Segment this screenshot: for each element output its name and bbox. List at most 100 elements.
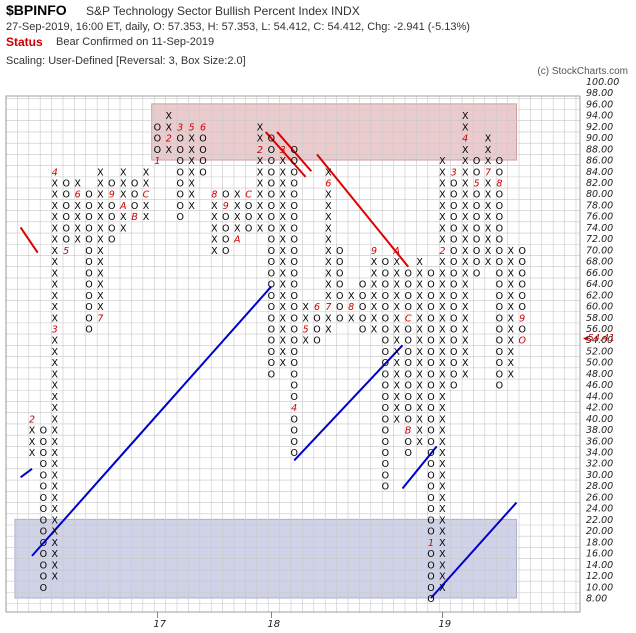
x-mark: X — [280, 156, 287, 167]
o-mark: O — [176, 212, 183, 223]
o-mark: O — [473, 212, 480, 223]
y-tick-label: 64.00 — [586, 279, 613, 290]
last-value-label: ◂54.41 — [583, 333, 615, 344]
x-mark: X — [97, 167, 104, 178]
y-tick-label: 52.00 — [586, 346, 613, 357]
o-mark: O — [290, 347, 297, 358]
o-mark: O — [382, 313, 389, 324]
y-tick-label: 40.00 — [586, 414, 613, 425]
o-mark: O — [40, 538, 47, 549]
o-mark: O — [268, 212, 275, 223]
o-mark: O — [268, 358, 275, 369]
o-mark: O — [290, 358, 297, 369]
x-mark: X — [439, 201, 446, 212]
o-mark: O — [427, 470, 434, 481]
o-mark: O — [496, 223, 503, 234]
y-tick-label: 88.00 — [586, 144, 613, 155]
o-mark: O — [496, 257, 503, 268]
o-mark: O — [496, 324, 503, 335]
bull-trend-line — [31, 285, 273, 557]
o-mark: O — [450, 313, 457, 324]
month-marker: 7 — [485, 167, 491, 178]
x-mark: X — [52, 291, 59, 302]
o-mark: O — [450, 201, 457, 212]
y-tick-label: 20.00 — [586, 526, 613, 537]
month-marker: 7 — [97, 313, 103, 324]
x-mark: X — [439, 313, 446, 324]
x-tick-label: 18 — [267, 619, 280, 630]
bear-trend-line — [276, 131, 313, 172]
o-mark: O — [268, 145, 275, 156]
o-mark: O — [313, 313, 320, 324]
x-mark: X — [234, 201, 241, 212]
x-mark: X — [120, 212, 127, 223]
month-marker: 5 — [303, 324, 309, 335]
month-marker: 1 — [428, 538, 434, 549]
x-mark: X — [120, 223, 127, 234]
y-tick-label: 60.00 — [586, 302, 613, 313]
x-mark: X — [280, 302, 287, 313]
o-mark: O — [473, 156, 480, 167]
y-tick-label: 44.00 — [586, 391, 613, 402]
y-tick-label: 28.00 — [586, 481, 613, 492]
o-mark: O — [85, 291, 92, 302]
month-marker: 2 — [257, 145, 263, 156]
x-mark: X — [439, 549, 446, 560]
month-marker: 6 — [75, 190, 81, 201]
o-mark: O — [359, 324, 366, 335]
x-mark: X — [52, 302, 59, 313]
o-mark: O — [85, 268, 92, 279]
x-mark: X — [143, 167, 150, 178]
x-mark: X — [439, 527, 446, 538]
o-mark: O — [496, 280, 503, 291]
y-tick-label: 68.00 — [586, 257, 613, 268]
x-mark: X — [462, 167, 469, 178]
x-mark: X — [325, 246, 332, 257]
x-mark: X — [485, 178, 492, 189]
x-mark: X — [439, 560, 446, 571]
y-tick-label: 78.00 — [586, 200, 613, 211]
o-mark: O — [496, 381, 503, 392]
month-marker: 8 — [348, 302, 354, 313]
o-mark: O — [518, 280, 525, 291]
y-tick-label: 8.00 — [586, 594, 607, 605]
y-tick-label: 30.00 — [586, 470, 613, 481]
o-mark: O — [290, 145, 297, 156]
x-mark: X — [394, 280, 401, 291]
x-mark: X — [234, 190, 241, 201]
o-mark: O — [131, 201, 138, 212]
o-mark: O — [427, 381, 434, 392]
x-mark: X — [416, 369, 423, 380]
x-mark: X — [416, 347, 423, 358]
x-mark: X — [166, 111, 173, 122]
o-mark: O — [427, 369, 434, 380]
y-tick-label: 70.00 — [586, 245, 613, 256]
y-tick-label: 76.00 — [586, 212, 613, 223]
x-mark: X — [394, 257, 401, 268]
x-mark: X — [188, 156, 195, 167]
o-mark: O — [496, 358, 503, 369]
x-mark: X — [394, 313, 401, 324]
y-tick-label: 58.00 — [586, 313, 613, 324]
x-mark: X — [302, 313, 309, 324]
o-mark: O — [40, 560, 47, 571]
y-tick-label: 56.00 — [586, 324, 613, 335]
o-mark: O — [382, 291, 389, 302]
x-mark: X — [508, 302, 515, 313]
o-mark: O — [154, 145, 161, 156]
x-mark: X — [394, 414, 401, 425]
o-mark: O — [427, 291, 434, 302]
x-mark: X — [52, 313, 59, 324]
x-mark: X — [439, 336, 446, 347]
x-mark: X — [394, 392, 401, 403]
x-mark: X — [439, 212, 446, 223]
o-mark: O — [268, 324, 275, 335]
month-marker: 5 — [63, 246, 69, 257]
month-marker: 9 — [223, 201, 229, 212]
x-mark: X — [97, 223, 104, 234]
o-mark: O — [382, 470, 389, 481]
x-mark: X — [52, 381, 59, 392]
month-marker: C — [143, 190, 150, 201]
y-tick-label: 82.00 — [586, 178, 613, 189]
o-mark: O — [268, 134, 275, 145]
